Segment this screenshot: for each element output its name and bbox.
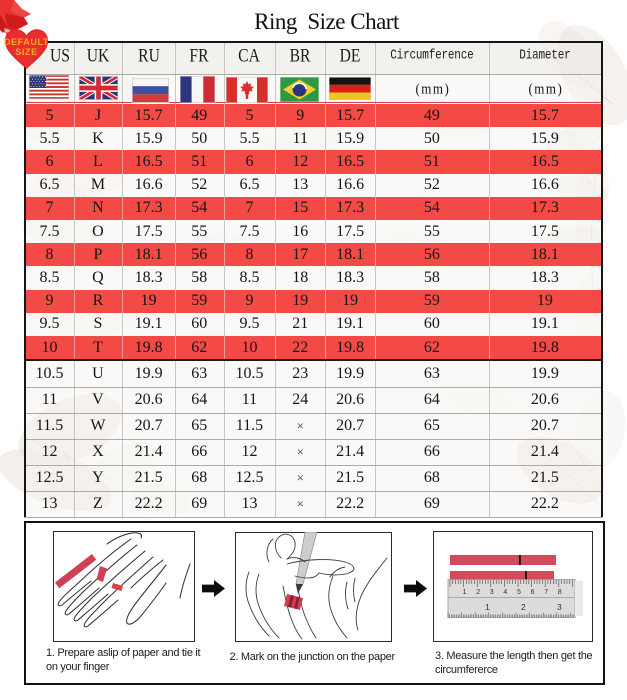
svg-text:6: 6 [531,589,535,596]
svg-text:5: 5 [517,589,521,596]
svg-text:4: 4 [503,589,507,596]
svg-text:1: 1 [485,602,490,612]
svg-text:3: 3 [557,602,562,612]
svg-text:2: 2 [521,602,526,612]
svg-text:2: 2 [476,589,480,596]
svg-text:3: 3 [490,589,494,596]
svg-text:1: 1 [463,589,467,596]
svg-text:7: 7 [544,589,548,596]
svg-text:8: 8 [558,589,562,596]
